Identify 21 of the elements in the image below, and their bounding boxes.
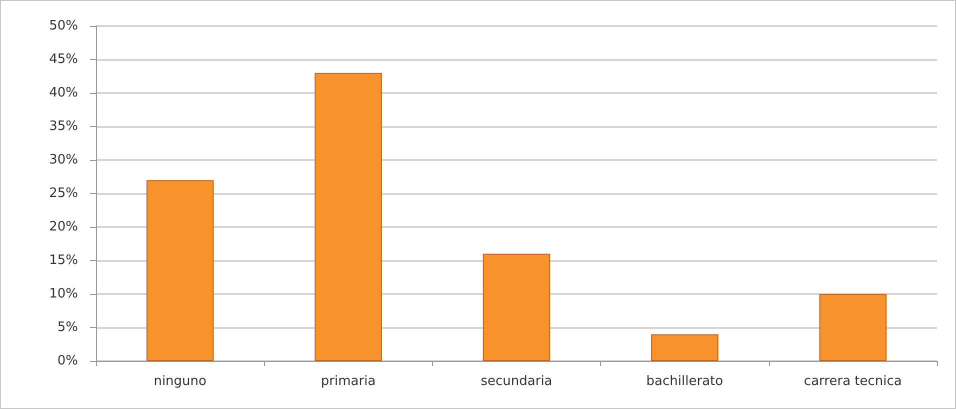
- y-tick-label: 15%: [49, 253, 78, 268]
- bar: [146, 180, 214, 361]
- x-tick-label: primaria: [320, 374, 376, 389]
- x-tick-label: carrera tecnica: [804, 374, 902, 389]
- y-tick-label: 20%: [49, 220, 78, 234]
- y-tick-label: 5%: [57, 320, 78, 335]
- bar: [314, 72, 382, 361]
- y-tick-label: 10%: [49, 286, 78, 302]
- bar: [482, 254, 550, 361]
- y-tick-label: 45%: [49, 52, 78, 67]
- y-tick-label: 30%: [49, 152, 78, 168]
- bar: [651, 334, 718, 361]
- y-tick-label: 35%: [49, 119, 78, 134]
- y-tick-label: 25%: [49, 186, 78, 201]
- y-tick-label: 0%: [57, 354, 78, 368]
- x-tick-label: secundaria: [480, 374, 552, 389]
- x-tick-label: ninguno: [154, 374, 207, 389]
- bar: [819, 294, 887, 361]
- y-tick-label: 40%: [49, 86, 78, 100]
- x-tick-label: bachillerato: [646, 374, 724, 389]
- y-tick-label: 50%: [49, 18, 78, 34]
